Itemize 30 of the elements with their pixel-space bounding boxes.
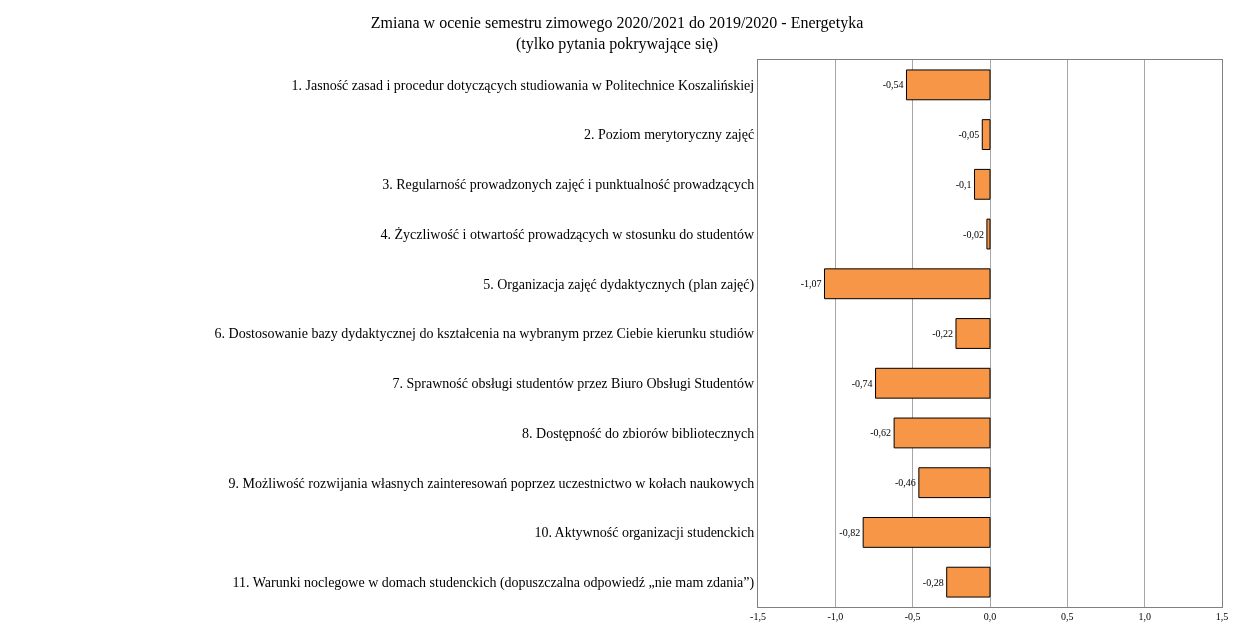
- y-tick-label: 4. Życzliwość i otwartość prowadzących w stosunku do studentów: [380, 226, 756, 242]
- data-label: -0,46: [895, 477, 916, 489]
- data-label: -0,05: [958, 129, 980, 141]
- x-tick-label: -0,5: [904, 611, 921, 622]
- x-tick-label: 1,0: [1138, 611, 1151, 622]
- data-label: -0,22: [932, 328, 953, 339]
- y-tick-label: 6. Dostosowanie bazy dydaktycznej do kształcenia na wybranym przez Ciebie kierunku studiów: [214, 326, 756, 342]
- data-label: -0,74: [851, 377, 873, 389]
- data-label: -0,02: [963, 228, 984, 240]
- x-tick-label: 0,0: [983, 611, 997, 622]
- y-tick-label: 7. Sprawność obsługi studentów przez Biuro Obsługi Studentów: [392, 376, 756, 392]
- y-tick-label: 9. Możliwość rozwijania własnych zainteresowań poprzez uczestnictwo w kołach naukowych: [228, 475, 755, 491]
- data-label: -0,28: [922, 576, 944, 588]
- y-tick-label: 10. Aktywność organizacji studenckich: [534, 525, 755, 541]
- x-tick-label: 0,5: [1061, 611, 1074, 622]
- data-label: -0,54: [882, 79, 904, 91]
- y-tick-label: 3. Regularność prowadzonych zajęć i punktualność prowadzących: [382, 177, 755, 193]
- x-tick-label: -1,5: [750, 611, 766, 622]
- x-tick-label: 1,5: [1215, 611, 1229, 622]
- y-tick-label: 5. Organizacja zajęć dydaktycznych (plan zajęć): [483, 276, 755, 293]
- data-label: -0,1: [955, 178, 972, 190]
- y-tick-label: 2. Poziom merytoryczny zajęć: [583, 127, 755, 143]
- data-label: -0,82: [839, 526, 861, 538]
- y-tick-label: 8. Dostępność do zbiorów bibliotecznych: [522, 425, 755, 441]
- data-label: -0,62: [870, 427, 892, 439]
- y-tick-label: 1. Jasność zasad i procedur dotyczących studiowania w Politechnice Koszalińskiej: [291, 77, 755, 93]
- y-tick-label: 11. Warunki noclegowe w domach studenckich (dopuszczalna odpowiedź „nie mam zdania”): [232, 575, 755, 592]
- x-tick-label: -1,0: [827, 611, 844, 622]
- data-label: -1,07: [800, 278, 822, 290]
- text: Zmiana w ocenie semestru zimowego 2020/2021 do 2019/2020 - Energetyka (tylko pytania pokrywające się): [370, 14, 864, 54]
